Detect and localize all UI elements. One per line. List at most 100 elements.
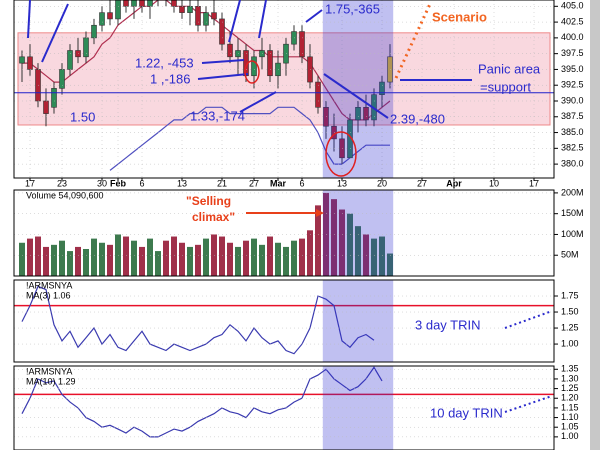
volume-bar [315,205,321,276]
candle-body [315,81,321,108]
volume-bar [59,240,65,276]
candle-body [203,12,209,26]
volume-bar [339,209,345,276]
y-tick-label: 395.0 [561,64,584,74]
annotation: =support [480,79,531,94]
volume-bar [275,242,281,276]
volume-bar [99,242,105,276]
volume-bar [219,236,225,276]
y-tick-label: 1.10 [561,412,579,422]
volume-bar [83,248,89,276]
volume-bar [227,242,233,276]
y-tick-label: 100M [561,229,584,239]
y-tick-label: 405.0 [561,1,584,11]
circle [325,131,357,177]
y-tick-label: 1.05 [561,422,579,432]
candle-body [147,0,153,7]
annotation: 3 day TRIN [415,317,481,332]
y-tick-label: 400.0 [561,32,584,42]
candle-body [219,18,225,45]
volume-bar [19,242,25,276]
arrow [239,91,277,113]
candle-body [355,107,361,121]
x-tick-label: Apr [446,178,462,188]
candle-body [131,0,137,7]
x-tick-label: 13 [337,178,347,188]
candle-body [299,31,305,58]
candle-body [91,24,97,39]
y-tick-label: 1.00 [561,431,579,441]
plot-area [14,280,554,362]
y-tick-label: 1.25 [561,322,579,332]
arrow [258,0,267,39]
volume-bar [283,246,289,276]
volume-bar [171,236,177,276]
candle-body [27,56,33,70]
candle-body [363,107,369,121]
volume-bar [203,238,209,276]
volume-bar [27,238,33,276]
volume-bar [139,246,145,276]
candle-body [51,88,57,108]
arrow [41,3,69,63]
candle-body [179,6,185,13]
arrow [504,395,553,413]
x-tick-label: 27 [249,178,259,188]
volume-bar [43,246,49,276]
volume-bar [379,236,385,276]
volume-bar [291,240,297,276]
volume-bar [387,253,393,276]
volume-bar [91,238,97,276]
panel-subtitle: MA(3) 1.06 [26,290,71,300]
x-tick-label: 27 [417,178,427,188]
volume-bar [155,251,161,276]
x-tick-label: 6 [139,178,144,188]
panel-title: Volume 54,090,600 [26,190,104,200]
highlight [322,280,394,362]
y-tick-label: 382.5 [561,143,584,153]
candle-body [251,56,257,77]
y-tick-label: 1.50 [561,306,579,316]
y-tick-label: 1.75 [561,290,579,300]
arrow-head [316,209,324,217]
y-tick-label: 1.30 [561,373,579,383]
panel: 405.0 402.5 400.0 397.5 395.0 392.5 390.0 387.5… [13,0,584,188]
x-tick-label: 10 [489,178,499,188]
candle-body [379,81,385,95]
annotation: 1.50 [70,109,95,124]
arrow [197,73,249,80]
volume-bar [347,213,353,276]
y-tick-label: 200M [561,187,584,197]
panels: 405.0 402.5 400.0 397.5 395.0 392.5 390.0 387.5… [13,0,584,450]
y-tick-label: 1.25 [561,383,579,393]
arrow [27,0,31,39]
volume-bar [251,238,257,276]
y-tick-label: 380.0 [561,158,584,168]
y-tick-label: 397.5 [561,48,584,58]
volume-bar [243,240,249,276]
volume-bar [187,246,193,276]
volume-bar [131,240,137,276]
volume-bar [371,238,377,276]
volume-bar [51,244,57,276]
annotation: "Selling [186,194,231,208]
highlight [322,190,394,276]
volume-bar [195,244,201,276]
panel-frame [13,189,555,277]
side-strip [590,0,600,450]
y-tick-label: 387.5 [561,111,584,121]
arrow [201,59,245,64]
x-tick-label: Feb [110,178,127,188]
candle-body [59,69,65,89]
y-tick-label: 390.0 [561,95,584,105]
y-tick-label: 50M [561,250,579,260]
y-tick-label: 150M [561,208,584,218]
candle-body [43,100,49,114]
x-tick-label: 21 [217,178,227,188]
panel: 1.351.301.251.201.151.101.051.00 !ARMSNYA… [13,364,579,450]
y-tick-label: 385.0 [561,127,584,137]
annotation: 1.75,-365 [325,1,380,16]
